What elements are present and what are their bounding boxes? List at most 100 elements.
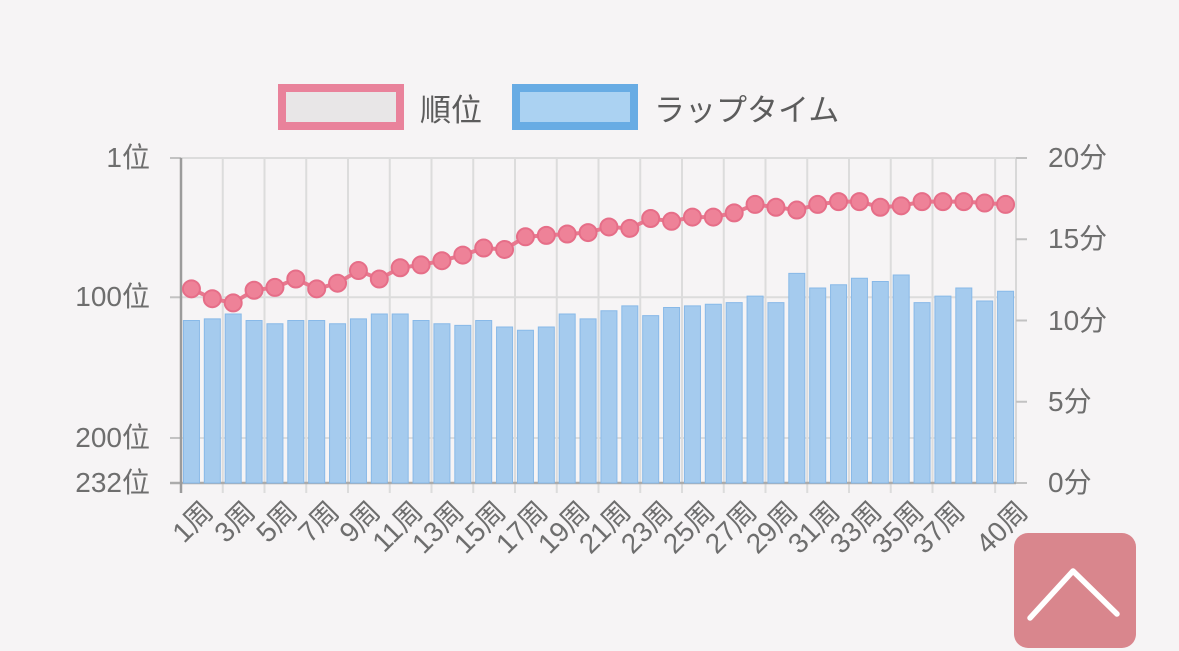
rank-marker: [223, 293, 243, 313]
laptime-bar: [308, 320, 326, 484]
rank-legend-label: 順位: [420, 92, 482, 128]
chevron-up-icon: [1027, 568, 1120, 621]
rank-marker: [307, 279, 327, 299]
chart-legend: 順位 ラップタイム: [278, 84, 869, 130]
scroll-to-top-button[interactable]: [1014, 533, 1136, 648]
rank-marker: [870, 197, 890, 217]
rank-marker: [265, 277, 285, 297]
left-axis-tick-label: 100位: [75, 281, 150, 313]
rank-marker: [933, 192, 953, 212]
laptime-bar: [329, 323, 347, 484]
rank-marker: [348, 261, 368, 281]
right-axis-tick-label: 0分: [1048, 467, 1092, 498]
rank-marker: [620, 218, 640, 238]
rank-marker: [599, 217, 619, 237]
laptime-bar: [767, 302, 785, 484]
rank-marker: [202, 289, 222, 309]
right-axis-tick-label: 5分: [1048, 385, 1092, 417]
left-axis-tick-label: 232位: [75, 467, 150, 498]
rank-marker: [474, 238, 494, 258]
laptime-bar: [976, 300, 994, 484]
laptime-bar: [537, 326, 555, 484]
laptime-bar: [788, 272, 806, 484]
rank-marker: [181, 279, 201, 299]
laptime-bar: [955, 287, 973, 484]
rank-marker: [975, 193, 995, 213]
rank-line-markers: [181, 192, 1016, 313]
laptime-bar: [892, 274, 910, 484]
right-axis-tick-label: 15分: [1048, 223, 1108, 255]
laptime-bar: [934, 295, 952, 484]
rank-marker: [286, 269, 306, 289]
laptime-bar: [370, 313, 388, 484]
laptime-legend-swatch: [512, 84, 638, 130]
laptime-bar: [913, 302, 931, 484]
left-axis-tick-label: 200位: [75, 421, 150, 453]
rank-marker: [724, 203, 744, 223]
rank-marker: [244, 280, 264, 300]
laptime-bar: [663, 307, 681, 484]
laptime-bar: [203, 318, 221, 484]
laptime-bar: [391, 313, 409, 484]
rank-marker: [682, 207, 702, 227]
rank-marker: [829, 192, 849, 212]
rank-marker: [703, 207, 723, 227]
laptime-bar: [245, 320, 263, 484]
legend-item-rank[interactable]: 順位: [278, 84, 482, 130]
rank-marker: [557, 224, 577, 244]
rank-marker: [954, 192, 974, 212]
rank-marker: [912, 192, 932, 212]
rank-legend-swatch: [278, 84, 404, 130]
laptime-legend-label: ラップタイム: [654, 92, 840, 128]
rank-marker: [766, 197, 786, 217]
rank-marker: [536, 225, 556, 245]
left-axis-tick-label: 1位: [106, 142, 150, 173]
laptime-bar-series: [182, 272, 1015, 484]
rank-marker: [662, 211, 682, 231]
rank-marker: [369, 269, 389, 289]
laptime-bar: [182, 320, 200, 484]
rank-marker: [745, 194, 765, 214]
laptime-bar: [475, 320, 493, 484]
laptime-bar: [809, 287, 827, 484]
laptime-bar: [621, 305, 639, 484]
rank-marker: [453, 245, 473, 265]
rank-marker: [996, 194, 1016, 214]
laptime-bar: [683, 305, 701, 484]
right-axis-tick-label: 10分: [1048, 304, 1108, 336]
laptime-bar: [496, 326, 514, 484]
laptime-bar: [997, 290, 1015, 484]
laptime-bar: [871, 281, 889, 484]
laptime-bar: [516, 329, 534, 484]
rank-marker: [411, 255, 431, 275]
laptime-bar: [266, 323, 284, 484]
laptime-bar: [746, 295, 764, 484]
laptime-bar: [287, 320, 305, 484]
laptime-bar: [454, 324, 472, 484]
rank-marker: [432, 251, 452, 271]
rank-marker: [515, 227, 535, 247]
rank-line-series: [190, 199, 1006, 305]
rank-marker: [849, 192, 869, 212]
legend-item-laptime[interactable]: ラップタイム: [512, 84, 839, 130]
laptime-bar: [224, 313, 242, 484]
rank-marker: [891, 196, 911, 216]
laptime-bar: [704, 303, 722, 484]
right-axis-tick-label: 20分: [1048, 142, 1108, 173]
rank-marker: [808, 194, 828, 214]
rank-marker: [328, 273, 348, 293]
laptime-bar: [349, 318, 367, 484]
rank-marker: [495, 239, 515, 259]
laptime-bar: [642, 315, 660, 484]
laptime-bar: [850, 277, 868, 484]
rank-marker: [578, 223, 598, 243]
rank-marker: [641, 208, 661, 228]
rank-marker: [787, 200, 807, 220]
laptime-bar: [830, 284, 848, 484]
laptime-bar: [412, 320, 430, 484]
laptime-bar: [600, 310, 618, 484]
laptime-bar: [433, 323, 451, 484]
laptime-bar: [725, 302, 743, 484]
